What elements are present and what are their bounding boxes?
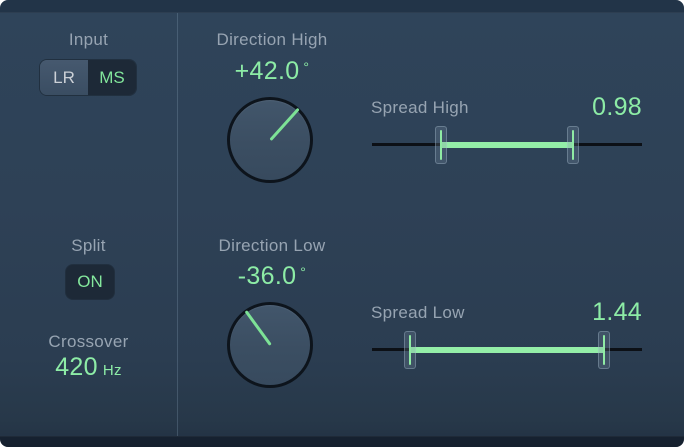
spread-high-slider[interactable] [372, 126, 642, 164]
split-on-button[interactable]: ON [66, 265, 114, 299]
direction-low-label: Direction Low [218, 236, 326, 255]
spread-low-range-bar[interactable] [409, 347, 605, 353]
direction-low-value[interactable]: -36.0 ° [182, 262, 362, 291]
spread-high-value[interactable]: 0.98 [592, 93, 642, 121]
section-divider [177, 13, 178, 436]
direction-high-knob-needle [268, 107, 300, 142]
crossover-unit: Hz [102, 362, 122, 379]
input-option-ms[interactable]: MS [88, 60, 136, 95]
top-edge-strip [0, 0, 684, 13]
direction-high-label: Direction High [216, 30, 328, 49]
direction-high-knob[interactable] [227, 97, 313, 183]
direction-high-value[interactable]: +42.0 ° [182, 57, 362, 86]
direction-low-number: -36.0 [237, 262, 297, 290]
spread-low-handle-left[interactable] [403, 331, 416, 369]
spread-low-slider[interactable] [372, 331, 642, 369]
direction-low-knob[interactable] [227, 302, 313, 388]
crossover-value[interactable]: 420 Hz [0, 353, 177, 382]
input-option-lr[interactable]: LR [40, 60, 88, 95]
crossover-label: Crossover [48, 332, 129, 351]
spread-high-label: Spread High [371, 98, 469, 117]
spread-low-handle-right[interactable] [598, 331, 611, 369]
spread-high-range-bar[interactable] [440, 142, 574, 148]
bottom-edge-strip [0, 436, 684, 447]
input-mode-switch[interactable]: LR MS [40, 60, 136, 95]
spread-low-label: Spread Low [371, 303, 465, 322]
direction-high-number: +42.0 [234, 57, 300, 85]
input-label: Input [68, 30, 109, 49]
split-label: Split [71, 236, 106, 255]
spread-high-handle-left[interactable] [434, 126, 447, 164]
crossover-number: 420 [55, 353, 98, 381]
spread-high-handle-right[interactable] [567, 126, 580, 164]
direction-low-knob-needle [244, 310, 272, 346]
direction-high-unit: ° [303, 59, 310, 75]
spread-low-value[interactable]: 1.44 [592, 298, 642, 326]
direction-low-unit: ° [300, 264, 307, 280]
